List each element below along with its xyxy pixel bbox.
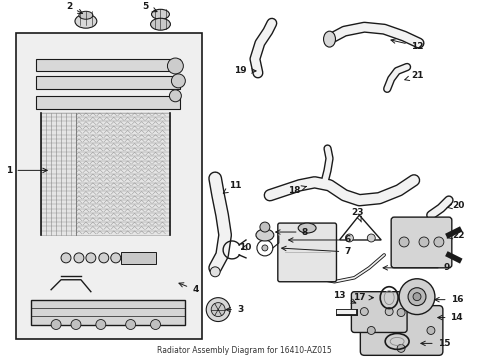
Circle shape: [51, 320, 61, 329]
Circle shape: [398, 237, 408, 247]
Bar: [36, 59, 180, 71]
Circle shape: [111, 253, 121, 263]
Circle shape: [366, 327, 374, 334]
Text: 9: 9: [382, 263, 449, 272]
Circle shape: [169, 90, 181, 102]
Circle shape: [433, 237, 443, 247]
Circle shape: [412, 293, 420, 301]
Text: 17: 17: [352, 293, 373, 302]
Bar: [41, 113, 170, 235]
Circle shape: [71, 320, 81, 329]
Text: 6: 6: [288, 235, 350, 244]
Circle shape: [74, 253, 84, 263]
Text: 12: 12: [390, 39, 423, 51]
Circle shape: [171, 74, 185, 88]
Circle shape: [418, 237, 428, 247]
Circle shape: [345, 234, 353, 242]
Ellipse shape: [79, 11, 93, 19]
Text: 18: 18: [288, 186, 306, 195]
Circle shape: [262, 245, 267, 251]
Text: 16: 16: [434, 295, 462, 304]
Text: 7: 7: [281, 246, 350, 256]
Text: 22: 22: [446, 230, 464, 239]
FancyBboxPatch shape: [390, 217, 451, 268]
Ellipse shape: [255, 229, 273, 241]
Circle shape: [125, 320, 135, 329]
Circle shape: [86, 253, 96, 263]
Text: 4: 4: [179, 283, 198, 294]
Text: 3: 3: [225, 305, 243, 314]
Circle shape: [360, 307, 367, 316]
Circle shape: [385, 307, 392, 316]
Circle shape: [206, 298, 230, 321]
FancyBboxPatch shape: [277, 223, 336, 282]
Text: 19: 19: [233, 67, 256, 76]
Circle shape: [61, 253, 71, 263]
Bar: [31, 300, 185, 324]
Ellipse shape: [75, 14, 97, 28]
Bar: [36, 96, 180, 109]
Text: 21: 21: [404, 71, 423, 81]
Circle shape: [426, 327, 434, 334]
Circle shape: [366, 234, 374, 242]
Circle shape: [396, 345, 404, 352]
Text: 14: 14: [437, 313, 462, 322]
Text: 5: 5: [142, 2, 157, 12]
Ellipse shape: [323, 31, 335, 47]
Ellipse shape: [151, 9, 169, 19]
Circle shape: [167, 58, 183, 74]
Circle shape: [99, 253, 108, 263]
Ellipse shape: [298, 223, 315, 233]
Text: 20: 20: [446, 201, 464, 210]
Circle shape: [150, 320, 160, 329]
Bar: [36, 76, 180, 89]
Text: 23: 23: [350, 208, 363, 222]
Circle shape: [260, 222, 269, 232]
Text: 13: 13: [332, 291, 355, 303]
Text: 8: 8: [275, 228, 307, 237]
Circle shape: [210, 267, 220, 277]
Text: 10: 10: [238, 243, 251, 252]
Bar: [16, 33, 202, 339]
Circle shape: [211, 303, 224, 316]
Text: Radiator Assembly Diagram for 16410-AZ015: Radiator Assembly Diagram for 16410-AZ01…: [157, 346, 331, 355]
Bar: [121, 252, 155, 264]
FancyBboxPatch shape: [351, 292, 406, 332]
Circle shape: [407, 288, 425, 306]
Text: 11: 11: [223, 181, 241, 193]
Text: 15: 15: [420, 339, 449, 348]
Circle shape: [96, 320, 105, 329]
Circle shape: [398, 279, 434, 315]
Text: 2: 2: [66, 2, 82, 13]
FancyBboxPatch shape: [360, 306, 442, 355]
Ellipse shape: [150, 18, 170, 30]
Circle shape: [396, 309, 404, 316]
Text: 1: 1: [6, 166, 47, 175]
